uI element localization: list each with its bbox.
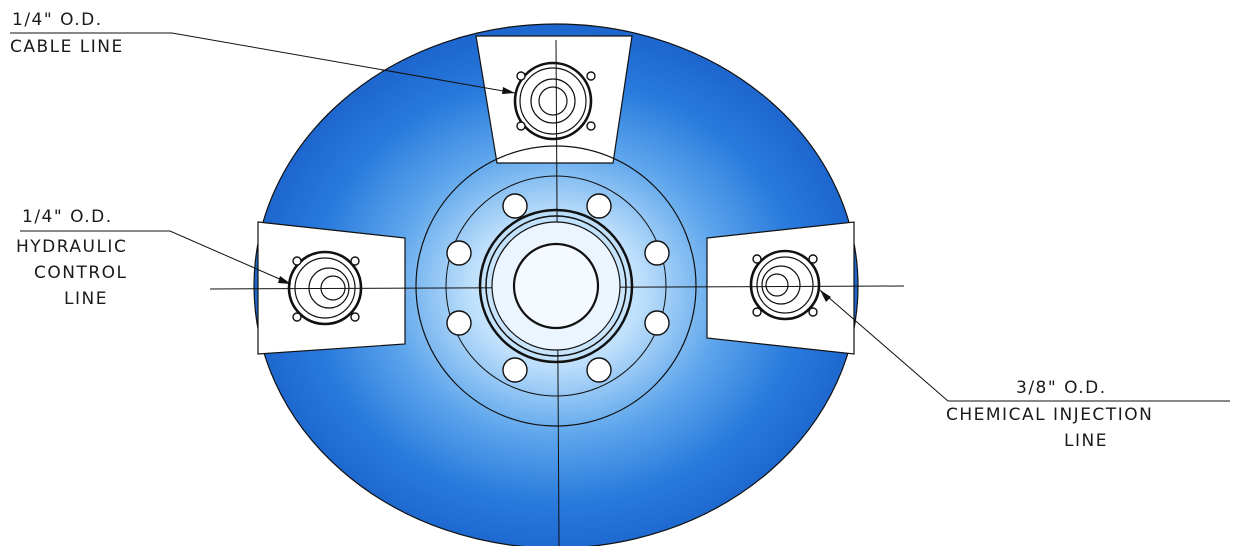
fitting-bolt <box>350 256 360 266</box>
fitting-ring <box>308 267 350 309</box>
chemical-line-size-label: 3/8" O.D. <box>1016 378 1107 398</box>
chemical-leader <box>819 289 1230 402</box>
bolt-hole <box>502 193 528 219</box>
fitting-bolt <box>292 256 302 266</box>
fitting-bolt <box>752 254 762 264</box>
cable-leader <box>10 32 516 94</box>
fitting-bolt <box>808 254 818 264</box>
fitting-bolt <box>586 121 596 131</box>
cable-line-name-label: CABLE LINE <box>10 37 124 57</box>
fitting-ring <box>530 78 576 124</box>
hydraulic-line-size-label: 1/4" O.D. <box>22 207 113 227</box>
outer-flange-ring <box>415 145 697 427</box>
leader-lines <box>10 32 1230 402</box>
fitting-ring <box>538 86 568 116</box>
fitting-ring <box>765 273 789 297</box>
hydraulic-line-label-3: LINE <box>64 289 108 309</box>
fitting-ring <box>519 67 587 135</box>
fitting-ring <box>756 256 814 314</box>
chemical-line-label-2: LINE <box>1064 431 1108 451</box>
bolt-hole <box>586 193 612 219</box>
chemical-line-slot <box>706 221 855 355</box>
chemical-line-label-1: CHEMICAL INJECTION <box>946 405 1153 425</box>
bolt-hole <box>644 310 670 336</box>
bolt-hole <box>446 240 472 266</box>
bore-ring-2 <box>485 215 627 357</box>
bore-outer-ring <box>478 208 634 364</box>
fitting-bolt <box>586 71 596 81</box>
fitting-outer <box>749 249 821 321</box>
bolt-hole <box>644 240 670 266</box>
fitting-bolt <box>808 307 818 317</box>
fitting-ring <box>761 265 801 305</box>
chemical-line-fitting <box>749 249 821 321</box>
fitting-bolt <box>516 71 526 81</box>
hydraulic-leader <box>20 230 292 285</box>
bolt-holes <box>446 193 670 383</box>
bolt-circle-ring <box>445 175 667 397</box>
bore-inner <box>512 242 600 330</box>
cable-line-fitting <box>513 61 596 141</box>
chemical-arrowhead <box>820 290 831 302</box>
bolt-hole <box>586 357 612 383</box>
bolt-hole <box>502 357 528 383</box>
cable-arrowhead <box>502 87 515 94</box>
fitting-bolt <box>752 307 762 317</box>
cable-line-size-label: 1/4" O.D. <box>12 10 103 30</box>
fitting-bolt <box>350 312 360 322</box>
hydraulic-line-fitting <box>287 250 363 326</box>
bolt-hole <box>446 310 472 336</box>
fitting-ring <box>294 257 356 319</box>
hydraulic-arrowhead <box>278 276 291 284</box>
hydraulic-line-label-2: CONTROL <box>34 263 128 283</box>
center-bore <box>478 208 634 364</box>
fitting-outer <box>513 61 593 141</box>
fitting-outer <box>287 250 363 326</box>
hydraulic-line-label-1: HYDRAULIC <box>16 237 127 257</box>
fitting-ring <box>320 275 346 301</box>
fitting-bolt <box>292 312 302 322</box>
cable-line-slot <box>475 35 633 164</box>
fitting-bolt <box>516 121 526 131</box>
